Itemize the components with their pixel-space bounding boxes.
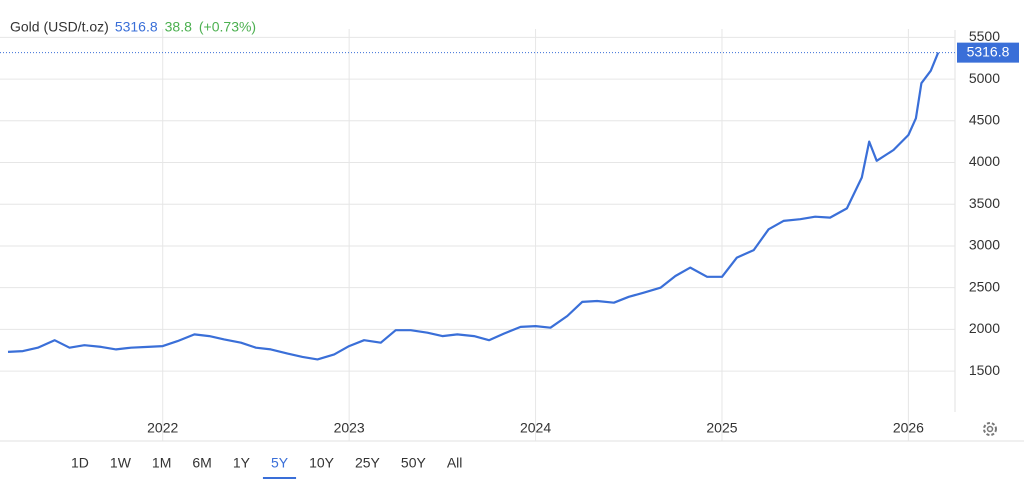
settings-icon[interactable]	[983, 422, 997, 436]
y-tick-label: 1500	[969, 362, 1000, 378]
range-label: 1Y	[233, 455, 251, 471]
instrument-name: Gold (USD/t.oz)	[10, 19, 109, 35]
y-tick-label: 5000	[969, 70, 1000, 86]
price-change: 38.8	[165, 19, 192, 35]
range-label: All	[447, 455, 463, 471]
gear-outer	[983, 422, 997, 436]
range-label: 10Y	[309, 455, 335, 471]
x-tick-label: 2024	[520, 420, 551, 436]
range-label: 25Y	[355, 455, 381, 471]
range-button[interactable]: 50Y	[401, 455, 427, 471]
range-label: 6M	[192, 455, 211, 471]
y-tick-label: 5500	[969, 28, 1000, 44]
price-change-pct: (+0.73%)	[199, 19, 256, 35]
range-label: 1M	[152, 455, 171, 471]
range-button[interactable]: All	[447, 455, 463, 471]
x-tick-label: 2025	[706, 420, 737, 436]
last-price-badge	[957, 42, 1019, 63]
range-button[interactable]: 1Y	[233, 455, 251, 471]
y-tick-label: 3000	[969, 237, 1000, 253]
y-tick-label: 2500	[969, 278, 1000, 294]
x-tick-label: 2022	[147, 420, 178, 436]
range-button[interactable]: 1W	[110, 455, 132, 471]
header-price: 5316.8	[115, 19, 158, 35]
range-button[interactable]: 10Y	[309, 455, 335, 471]
range-button[interactable]: 25Y	[355, 455, 381, 471]
y-tick-label: 2000	[969, 320, 1000, 336]
range-label: 50Y	[401, 455, 427, 471]
last-price-label: 5316.8	[967, 43, 1010, 59]
range-button[interactable]: 1M	[152, 455, 171, 471]
x-tick-label: 2026	[893, 420, 924, 436]
price-line	[7, 52, 940, 361]
range-label: 1W	[110, 455, 132, 471]
range-button[interactable]: 1D	[71, 455, 89, 471]
range-label: 1D	[71, 455, 89, 471]
y-tick-label: 4000	[969, 153, 1000, 169]
gear-inner	[986, 425, 994, 433]
range-label: 5Y	[271, 455, 289, 471]
range-button[interactable]: 6M	[192, 455, 211, 471]
y-tick-label: 4500	[969, 111, 1000, 127]
x-tick-label: 2023	[334, 420, 365, 436]
range-button[interactable]: 5Y	[262, 455, 297, 479]
y-tick-label: 3500	[969, 195, 1000, 211]
